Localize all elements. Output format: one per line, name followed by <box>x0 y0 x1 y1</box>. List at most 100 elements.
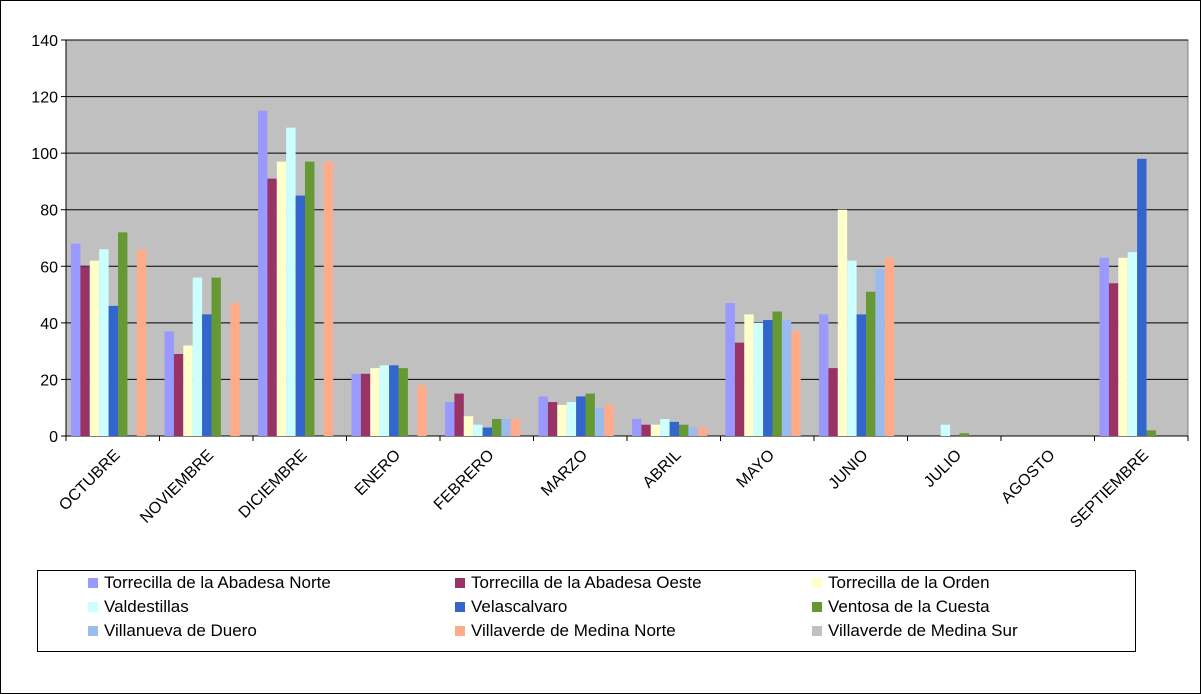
bar <box>734 342 745 436</box>
bar <box>819 314 829 436</box>
legend-swatch <box>812 602 822 612</box>
bar <box>594 407 605 436</box>
bar <box>276 161 287 436</box>
bar <box>379 365 390 436</box>
bar <box>538 396 548 436</box>
legend-item: Villaverde de Medina Norte <box>455 621 676 641</box>
bar <box>510 419 521 436</box>
y-tick-label: 20 <box>40 372 58 389</box>
y-tick-label: 40 <box>40 316 58 333</box>
bar <box>463 416 474 436</box>
legend-swatch <box>88 626 98 636</box>
bar <box>959 433 969 436</box>
bar <box>492 419 502 436</box>
legend-swatch <box>455 602 465 612</box>
x-tick-label: AGOSTO <box>998 447 1058 507</box>
bar <box>118 232 128 436</box>
bar <box>856 314 866 436</box>
bar <box>604 404 614 436</box>
x-tick-label: JUNIO <box>826 447 872 493</box>
x-tick-label: MARZO <box>538 447 591 500</box>
legend-label: Torrecilla de la Abadesa Oeste <box>471 573 702 592</box>
bar <box>697 427 708 436</box>
bar <box>370 368 380 436</box>
legend-swatch <box>88 602 98 612</box>
bar <box>1118 257 1128 436</box>
bar <box>725 303 735 436</box>
legend-item: Torrecilla de la Orden <box>812 573 990 593</box>
legend-swatch <box>812 578 822 588</box>
x-tick-label: NOVIEMBRE <box>137 447 217 527</box>
bar <box>286 127 296 436</box>
bar <box>230 303 240 436</box>
bar <box>566 402 577 436</box>
bar <box>763 320 773 436</box>
x-tick-label: JULIO <box>921 447 965 491</box>
bar <box>753 322 764 436</box>
bar <box>183 345 193 436</box>
bar <box>940 424 951 436</box>
bar <box>669 421 679 436</box>
bar <box>136 249 147 436</box>
bar <box>89 260 100 436</box>
bar <box>417 385 427 436</box>
legend-item: Torrecilla de la Abadesa Norte <box>88 573 331 593</box>
bar <box>211 277 221 436</box>
bar <box>173 353 184 436</box>
legend-label: Valdestillas <box>104 597 189 616</box>
bar <box>585 393 595 436</box>
bar <box>650 424 661 436</box>
bar <box>744 314 754 436</box>
bar <box>267 178 277 436</box>
bar <box>1108 283 1119 436</box>
legend-label: Villaverde de Medina Sur <box>828 621 1018 640</box>
bar <box>473 424 483 436</box>
x-tick-label: SEPTIEMBRE <box>1067 447 1152 532</box>
legend-item: Valdestillas <box>88 597 189 617</box>
bar <box>323 161 334 436</box>
legend-item: Torrecilla de la Abadesa Oeste <box>455 573 702 593</box>
bar <box>679 424 689 436</box>
legend-label: Villanueva de Duero <box>104 621 257 640</box>
legend-label: Torrecilla de la Orden <box>828 573 990 592</box>
legend-item: Ventosa de la Cuesta <box>812 597 990 617</box>
bar <box>1127 252 1138 436</box>
bar <box>192 277 203 436</box>
x-tick-label: OCTUBRE <box>56 447 123 514</box>
bar <box>295 195 305 436</box>
bar <box>1137 158 1147 437</box>
legend-label: Torrecilla de la Abadesa Norte <box>104 573 331 592</box>
bar <box>547 402 558 436</box>
bar <box>351 373 361 436</box>
bar <box>108 305 118 436</box>
bar <box>482 427 492 436</box>
legend-item: Villanueva de Duero <box>88 621 257 641</box>
plot-area <box>65 39 1189 437</box>
legend-item: Villaverde de Medina Sur <box>812 621 1018 641</box>
bar <box>1146 430 1156 436</box>
bar <box>99 249 109 436</box>
legend-item: Velascalvaro <box>455 597 567 617</box>
legend-swatch <box>88 578 98 588</box>
bar <box>688 427 698 436</box>
bar <box>398 368 408 436</box>
bar <box>80 266 90 436</box>
x-tick-label: MAYO <box>734 447 779 492</box>
bar <box>71 243 81 436</box>
y-tick-label: 80 <box>40 203 58 220</box>
legend-swatch <box>455 626 465 636</box>
legend-swatch <box>455 578 465 588</box>
bar <box>884 257 895 436</box>
y-tick-label: 120 <box>31 90 58 107</box>
bar <box>501 419 511 436</box>
legend-swatch <box>812 626 822 636</box>
bar <box>305 161 315 436</box>
y-tick-label: 60 <box>40 259 58 276</box>
bar <box>641 424 651 436</box>
bar <box>632 419 642 436</box>
bar <box>791 331 801 436</box>
bar <box>445 402 455 436</box>
legend-label: Ventosa de la Cuesta <box>828 597 990 616</box>
bar <box>828 368 838 436</box>
